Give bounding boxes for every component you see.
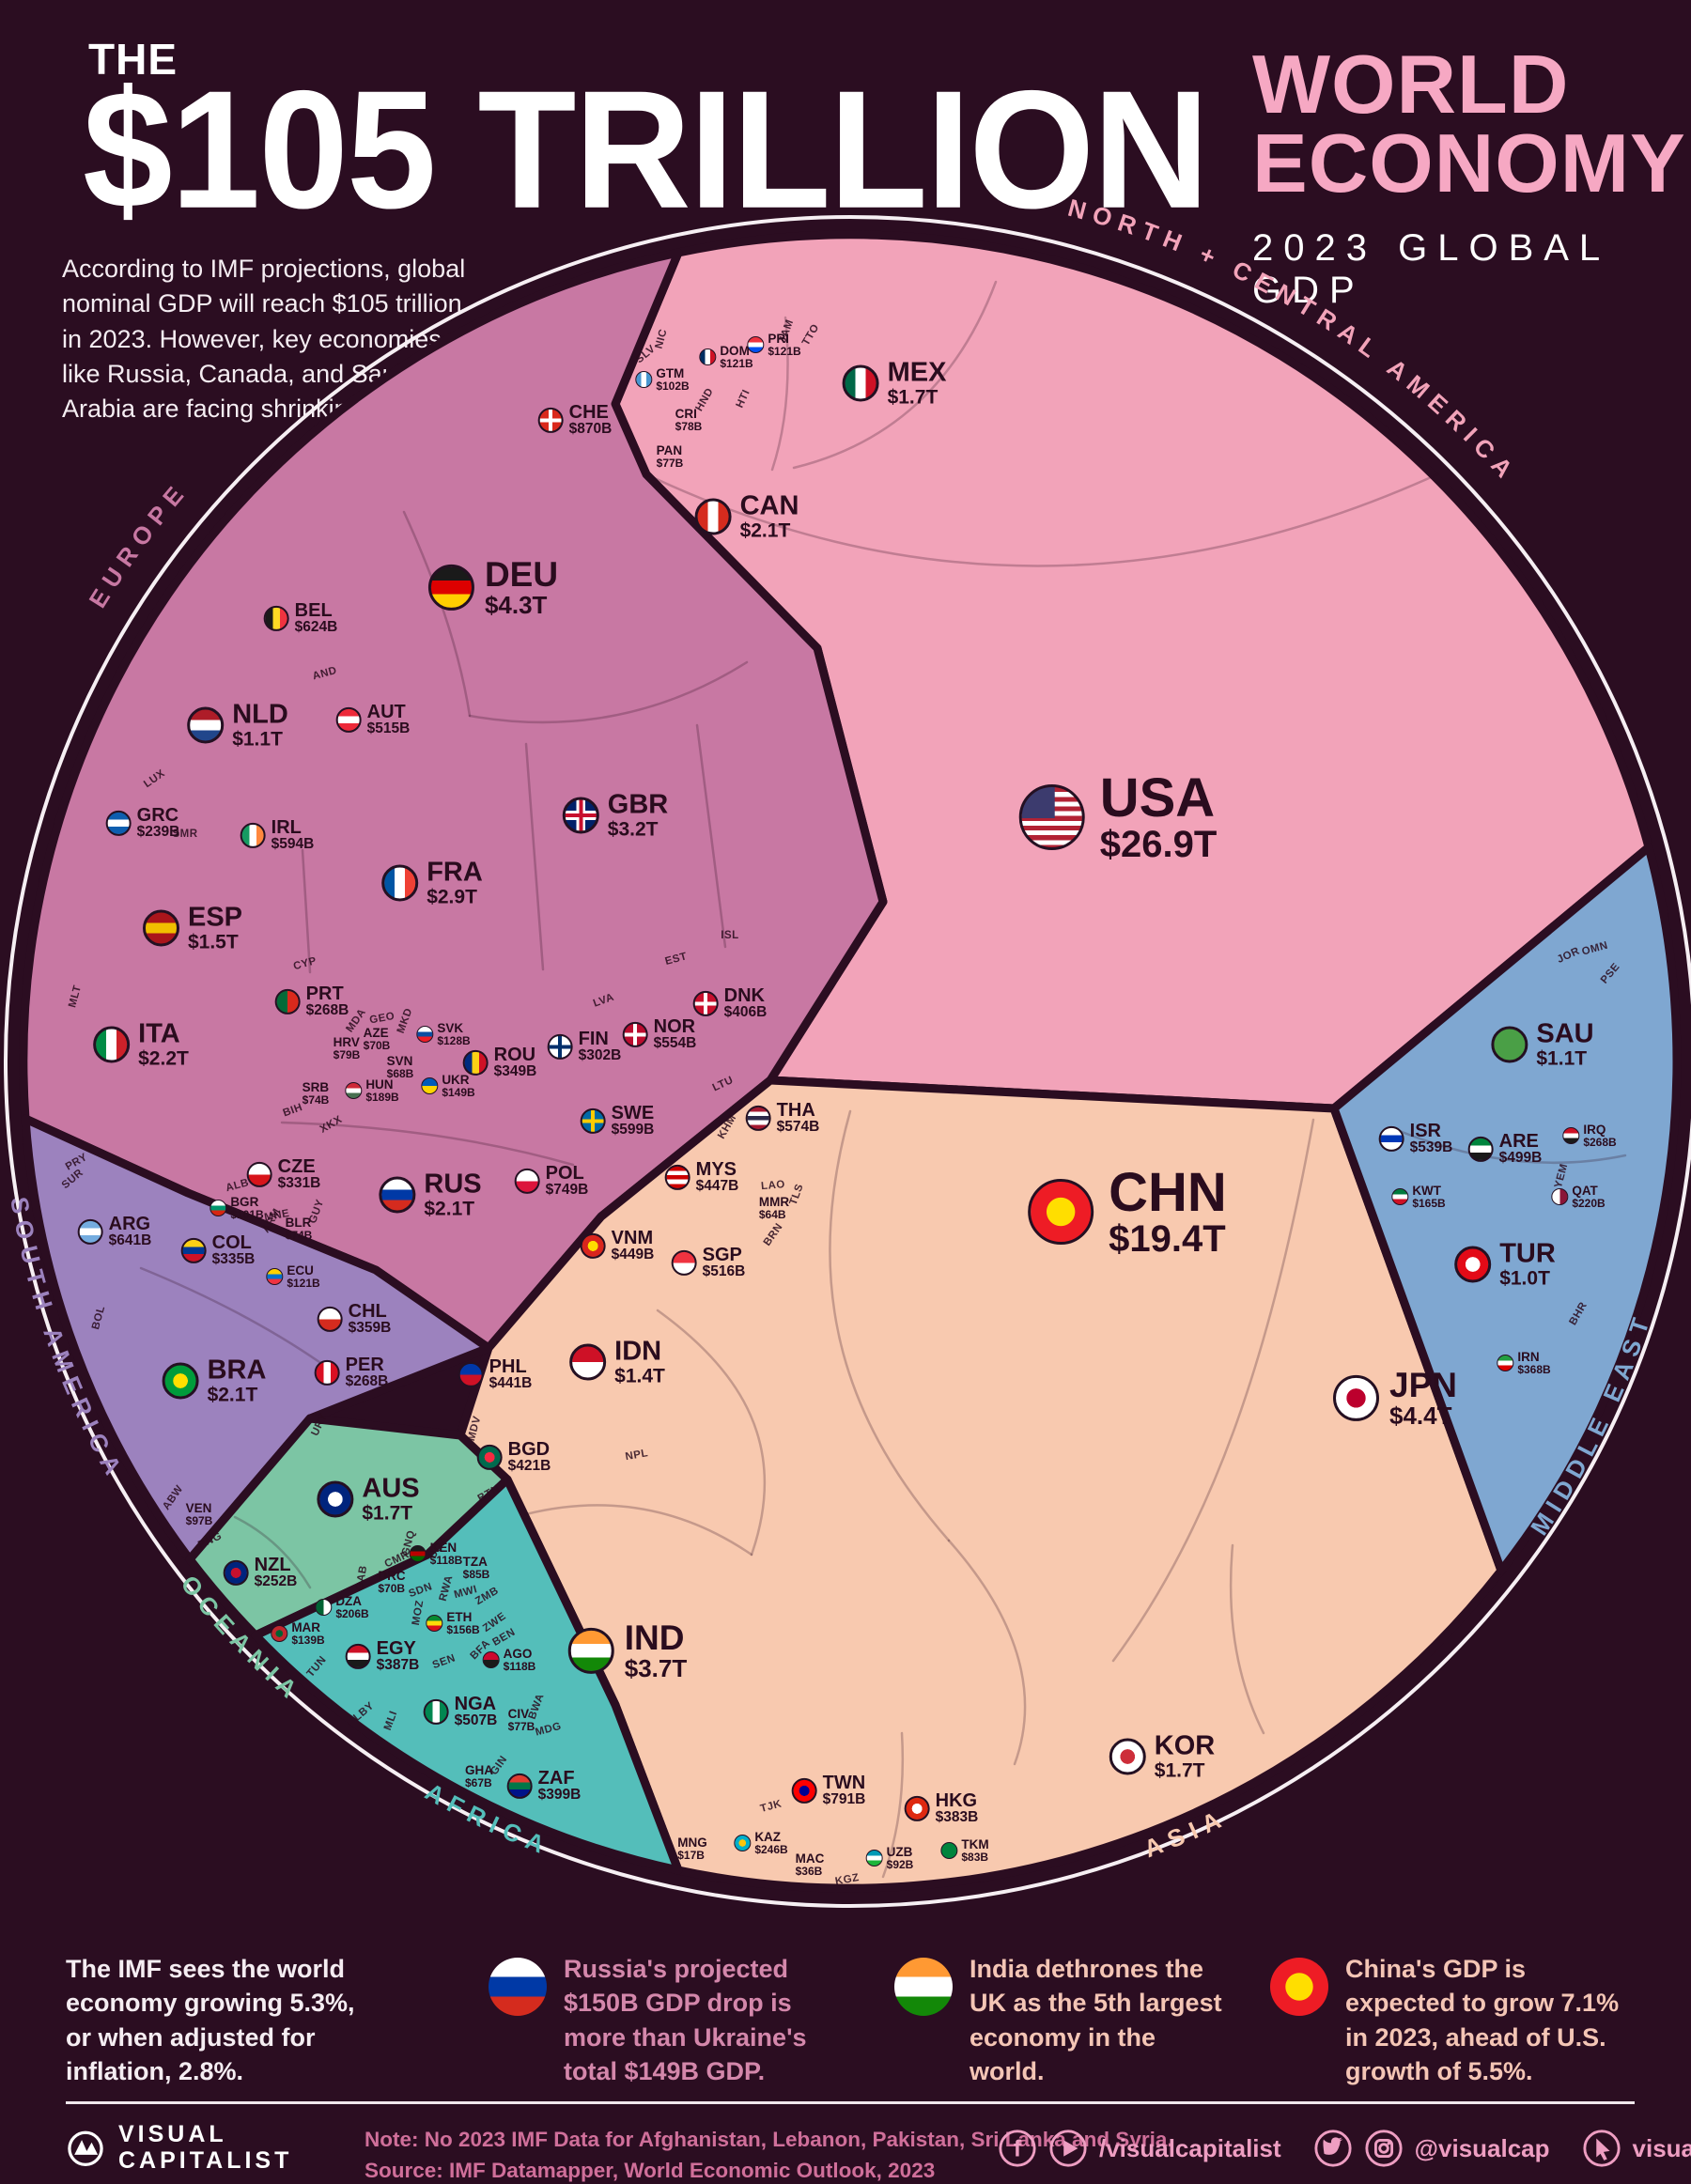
annotation-russia: Russia's projected $150B GDP drop is mor… (489, 1952, 850, 2089)
title-economy: ECONOMY (1252, 116, 1686, 210)
region-africa (251, 1475, 683, 1875)
outer-ring (4, 215, 1691, 1908)
cell-borders (139, 280, 1627, 1879)
vc-logo-line2: CAPITALIST (118, 2147, 293, 2174)
social-handle-site: visualcapitalist.com (1632, 2133, 1691, 2162)
annotation-text: India dethrones the UK as the 5th larges… (970, 1955, 1222, 2086)
annotation-imf-growth: The IMF sees the world economy growing 5… (66, 1952, 366, 2089)
vc-logo-icon (68, 2130, 103, 2167)
facebook-icon: f (999, 2130, 1036, 2167)
footer-divider (66, 2101, 1635, 2104)
cursor-icon (1582, 2130, 1621, 2167)
annotation-text: China's GDP is expected to grow 7.1% in … (1345, 1955, 1620, 2086)
annotation-china: China's GDP is expected to grow 7.1% in … (1270, 1952, 1637, 2089)
footer-note: Note: No 2023 IMF Data for Afghanistan, … (365, 2128, 1173, 2151)
footer-source: Source: IMF Datamapper, World Economic O… (365, 2158, 936, 2182)
instagram-icon (1365, 2130, 1403, 2167)
svg-text:f: f (1014, 2137, 1022, 2162)
russia-flag-icon (489, 1958, 547, 2016)
footer-socials: f /visualcapitalist @visualcap visualcap… (998, 2129, 1691, 2168)
title-world: WORLD (1252, 38, 1570, 131)
region-asia (456, 1076, 1506, 1893)
vc-logo-text: VISUAL CAPITALIST (118, 2121, 292, 2174)
social-handle-fb-yt: /visualcapitalist (1099, 2133, 1281, 2162)
region-shapes (19, 230, 1682, 1893)
twitter-icon (1314, 2130, 1352, 2167)
annotation-text: The IMF sees the world economy growing 5… (66, 1955, 355, 2086)
visual-capitalist-logo: VISUAL CAPITALIST (66, 2121, 292, 2174)
page-title: $105 TRILLION (83, 55, 1209, 244)
region-north-central-america (611, 230, 1653, 1113)
title-kicker: THE (88, 35, 178, 84)
subtitle-2023-global-gdp: 2023 GLOBAL GDP (1252, 227, 1609, 311)
vc-logo-line1: VISUAL (118, 2121, 227, 2147)
china-flag-icon (1270, 1958, 1328, 2016)
intro-paragraph: According to IMF projections, global nom… (62, 255, 466, 423)
india-flag-icon (894, 1958, 953, 2016)
region-middle-east (1329, 843, 1682, 1575)
annotation-text: Russia's projected $150B GDP drop is mor… (564, 1955, 807, 2086)
title-right-block: WORLD ECONOMY (1252, 38, 1686, 210)
annotation-india: India dethrones the UK as the 5th larges… (894, 1952, 1223, 2089)
social-handle-tw-ig: @visualcap (1414, 2133, 1550, 2162)
footer-notes: Note: No 2023 IMF Data for Afghanistan, … (365, 2125, 1173, 2184)
youtube-icon (1049, 2130, 1087, 2167)
